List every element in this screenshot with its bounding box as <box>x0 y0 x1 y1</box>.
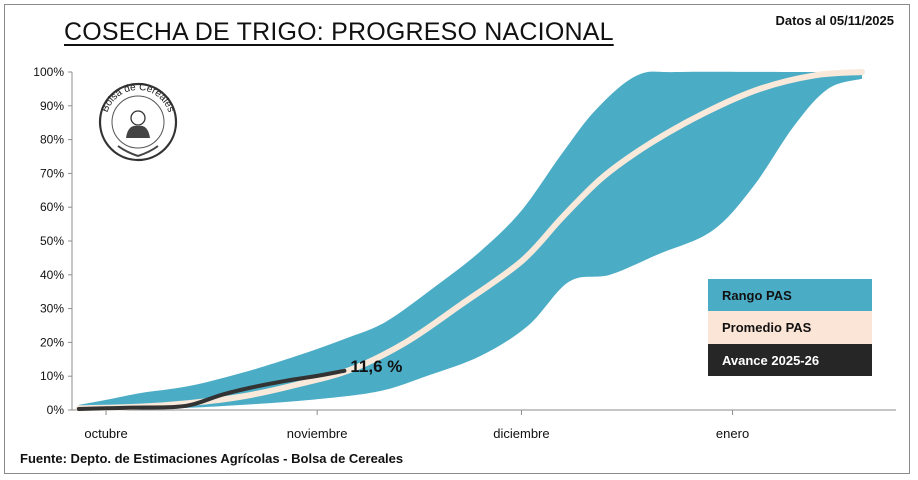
y-tick-label: 80% <box>40 133 64 147</box>
logo-portrait-body <box>126 125 150 138</box>
x-tick-label-octubre: octubre <box>84 426 127 441</box>
y-axis: 0% 10% 20% 30% 40% 50% 60% 70% 80% 90% 100% <box>33 65 73 417</box>
y-tick-label: 60% <box>40 200 64 214</box>
annotation-layer: 11,6 % <box>350 357 402 376</box>
x-tick-label-noviembre: noviembre <box>287 426 348 441</box>
series-promedio-pas-line <box>75 69 865 412</box>
y-tick-label: 20% <box>40 335 64 349</box>
logo-wheat-right <box>137 145 159 157</box>
logo-portrait-head <box>130 110 146 126</box>
y-tick-label: 90% <box>40 99 64 113</box>
legend-label-rango: Rango PAS <box>722 288 792 303</box>
x-tick-label-enero: enero <box>716 426 749 441</box>
series-layer <box>75 69 865 412</box>
date-label: Datos al 05/11/2025 <box>775 13 894 28</box>
series-rango-pas-band <box>78 71 863 410</box>
y-tick-label: 70% <box>40 166 64 180</box>
source-note: Fuente: Depto. de Estimaciones Agrícolas… <box>20 451 404 466</box>
x-axis: octubre noviembre diciembre enero <box>72 409 896 441</box>
x-tick-label-diciembre: diciembre <box>493 426 549 441</box>
y-tick-label: 0% <box>47 403 65 417</box>
logo-wheat-left <box>117 145 139 157</box>
chart-title: COSECHA DE TRIGO: PROGRESO NACIONAL <box>64 18 614 46</box>
annotation-current-progress: 11,6 % <box>350 357 402 376</box>
legend: Rango PAS Promedio PAS Avance 2025-26 <box>708 279 872 376</box>
y-tick-label: 100% <box>33 65 64 79</box>
legend-swatch-promedio <box>708 311 872 344</box>
y-tick-label: 30% <box>40 302 64 316</box>
legend-label-avance: Avance 2025-26 <box>722 353 819 368</box>
series-avance-line <box>76 368 347 411</box>
legend-swatch-avance <box>708 344 872 376</box>
legend-label-promedio: Promedio PAS <box>722 320 812 335</box>
y-tick-label: 40% <box>40 268 64 282</box>
y-tick-label: 50% <box>40 234 64 248</box>
y-tick-label: 10% <box>40 369 64 383</box>
legend-swatch-rango <box>708 279 872 311</box>
bolsa-logo: Bolsa de Cereales <box>98 82 178 162</box>
